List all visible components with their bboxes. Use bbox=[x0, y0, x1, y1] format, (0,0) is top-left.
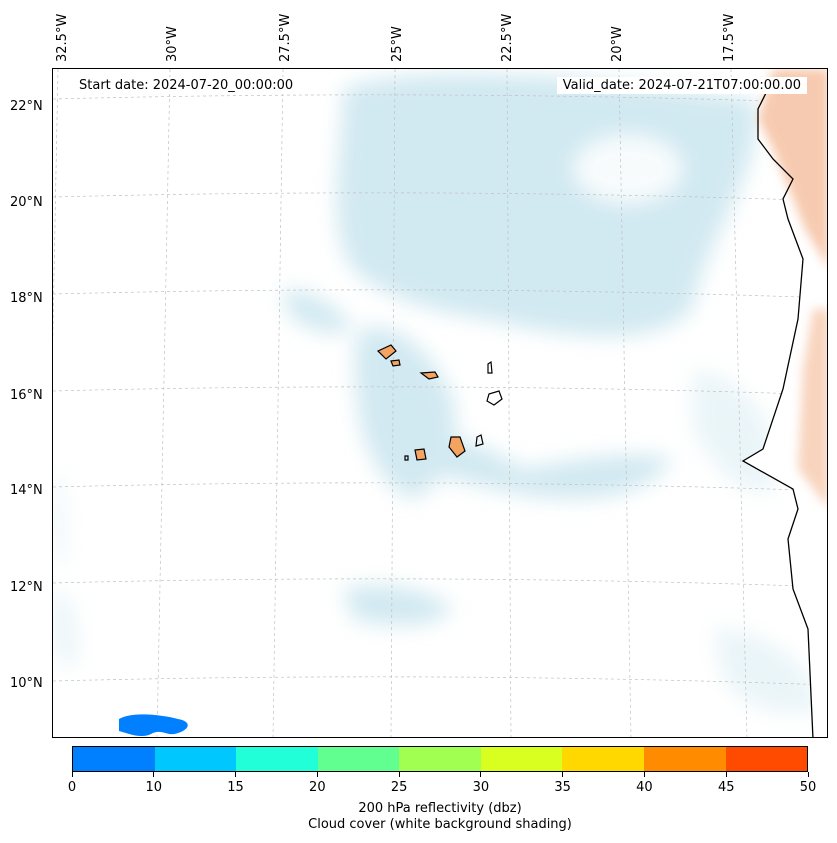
colorbar-tick-label: 35 bbox=[554, 780, 571, 795]
island-brava bbox=[404, 455, 409, 461]
colorbar-tick-mark bbox=[562, 772, 564, 777]
colorbar-tick-label: 30 bbox=[472, 780, 490, 795]
longitude-label: 32.5°W bbox=[55, 13, 70, 62]
longitude-label: 30°W bbox=[165, 26, 180, 62]
latitude-label: 12°N bbox=[10, 580, 43, 595]
longitude-label: 22.5°W bbox=[500, 13, 515, 62]
colorbar-tick-mark bbox=[480, 772, 482, 777]
colorbar-segment bbox=[236, 747, 318, 771]
colorbar-tick-label: 15 bbox=[227, 780, 244, 795]
reflectivity-blob bbox=[119, 714, 188, 737]
latitude-label: 14°N bbox=[10, 483, 43, 498]
island-santiago bbox=[448, 436, 466, 458]
start-date-label: Start date: 2024-07-20_00:00:00 bbox=[73, 77, 300, 94]
valid-date-label: Valid_date: 2024-07-21T07:00:00.00 bbox=[556, 77, 807, 94]
longitude-label: 27.5°W bbox=[278, 13, 293, 62]
island-boa-vista bbox=[486, 390, 503, 406]
colorbar-label-line2: Cloud cover (white background shading) bbox=[308, 817, 572, 832]
island-fogo bbox=[414, 448, 427, 461]
colorbar-tick-mark bbox=[316, 772, 318, 777]
latitude-label: 20°N bbox=[10, 195, 43, 210]
colorbar-tick-label: 0 bbox=[67, 780, 77, 795]
longitude-label: 25°W bbox=[390, 26, 405, 62]
colorbar-tick-label: 10 bbox=[145, 780, 163, 795]
island-sao-vicente bbox=[390, 359, 401, 367]
map-canvas bbox=[53, 69, 827, 737]
island-maio bbox=[475, 434, 484, 447]
colorbar-segment bbox=[643, 747, 726, 771]
island-sao-nicolau bbox=[419, 371, 439, 380]
colorbar-tick-mark bbox=[807, 772, 809, 777]
colorbar-tick-label: 20 bbox=[309, 780, 326, 795]
colorbar-tick-mark bbox=[725, 772, 727, 777]
colorbar bbox=[72, 746, 808, 772]
clear-patch bbox=[573, 134, 683, 204]
graticule bbox=[53, 69, 827, 737]
latitude-label: 16°N bbox=[10, 388, 43, 403]
colorbar-segment bbox=[725, 747, 808, 771]
cape-verde-islands bbox=[376, 344, 503, 461]
colorbar-tick-label: 45 bbox=[717, 780, 735, 795]
latitude-label: 22°N bbox=[10, 99, 43, 114]
colorbar-tick-mark bbox=[153, 772, 155, 777]
reflectivity-east bbox=[798, 309, 827, 507]
colorbar-segment bbox=[399, 747, 481, 771]
colorbar-tick-label: 50 bbox=[799, 780, 817, 795]
colorbar-tick-mark bbox=[398, 772, 400, 777]
west-africa bbox=[741, 69, 827, 737]
latitude-label: 18°N bbox=[10, 291, 43, 306]
colorbar-segment bbox=[317, 747, 400, 771]
longitude-label: 17.5°W bbox=[722, 13, 737, 62]
colorbar-segment bbox=[480, 747, 563, 771]
latitude-label: 10°N bbox=[10, 676, 43, 691]
map-panel[interactable]: Start date: 2024-07-20_00:00:00 Valid_da… bbox=[52, 68, 828, 738]
colorbar-tick-mark bbox=[71, 772, 73, 777]
longitude-label: 20°W bbox=[610, 26, 625, 62]
cloud-cover bbox=[283, 73, 757, 626]
colorbar-tick-label: 25 bbox=[390, 780, 408, 795]
colorbar-tick-mark bbox=[235, 772, 237, 777]
colorbar-segment bbox=[154, 747, 237, 771]
colorbar-segment bbox=[562, 747, 644, 771]
island-sal bbox=[487, 360, 493, 374]
colorbar-tick-mark bbox=[643, 772, 645, 777]
colorbar-segment bbox=[73, 747, 155, 771]
colorbar-tick-label: 40 bbox=[636, 780, 653, 795]
colorbar-label-line1: 200 hPa reflectivity (dbz) bbox=[358, 801, 522, 816]
island-santo-antao bbox=[376, 344, 397, 360]
reflectivity-north bbox=[758, 69, 827, 266]
